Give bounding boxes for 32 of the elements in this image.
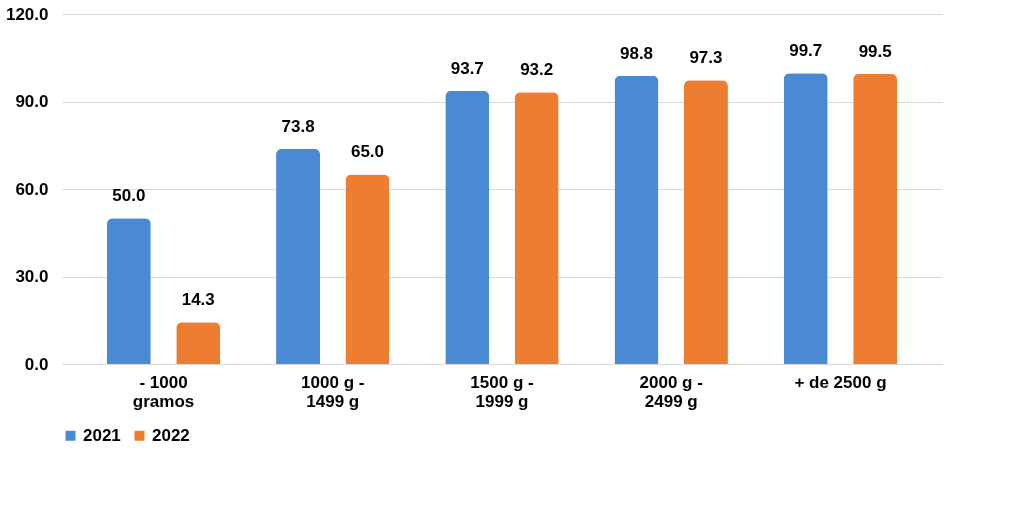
y-tick-label: 0.0 [24,354,49,374]
data-label: 14.3 [181,290,215,310]
x-tick-label: 2000 g - 2499 g [639,372,703,411]
bar [614,75,659,364]
x-tick-label: - 1000 gramos [132,372,195,411]
data-label: 98.8 [619,43,654,63]
data-label: 99.5 [858,41,892,61]
data-label: 73.8 [281,116,315,136]
legend-label: 2021 [83,425,121,445]
x-tick-label: 1000 g - 1499 g [301,372,365,411]
x-tick-label: 1500 g - 1999 g [470,372,534,411]
data-label: 99.7 [789,41,823,61]
bar [445,90,490,364]
bar [783,73,828,364]
bar [345,174,390,364]
bar [853,73,898,364]
y-tick-label: 120.0 [5,4,49,24]
data-label: 93.2 [520,60,554,80]
bar [106,218,151,364]
bar [683,80,728,364]
data-label: 50.0 [112,186,146,206]
bar [276,148,321,364]
data-label: 65.0 [350,142,385,162]
bar [514,92,559,364]
y-tick-label: 30.0 [15,267,49,286]
data-label: 93.7 [450,58,484,78]
data-label: 97.3 [689,48,723,68]
y-tick-label: 60.0 [15,179,49,199]
x-tick-label: + de 2500 g [794,372,887,392]
bar [176,322,221,364]
legend-label: 2022 [152,425,190,445]
y-tick-label: 90.0 [15,92,49,111]
